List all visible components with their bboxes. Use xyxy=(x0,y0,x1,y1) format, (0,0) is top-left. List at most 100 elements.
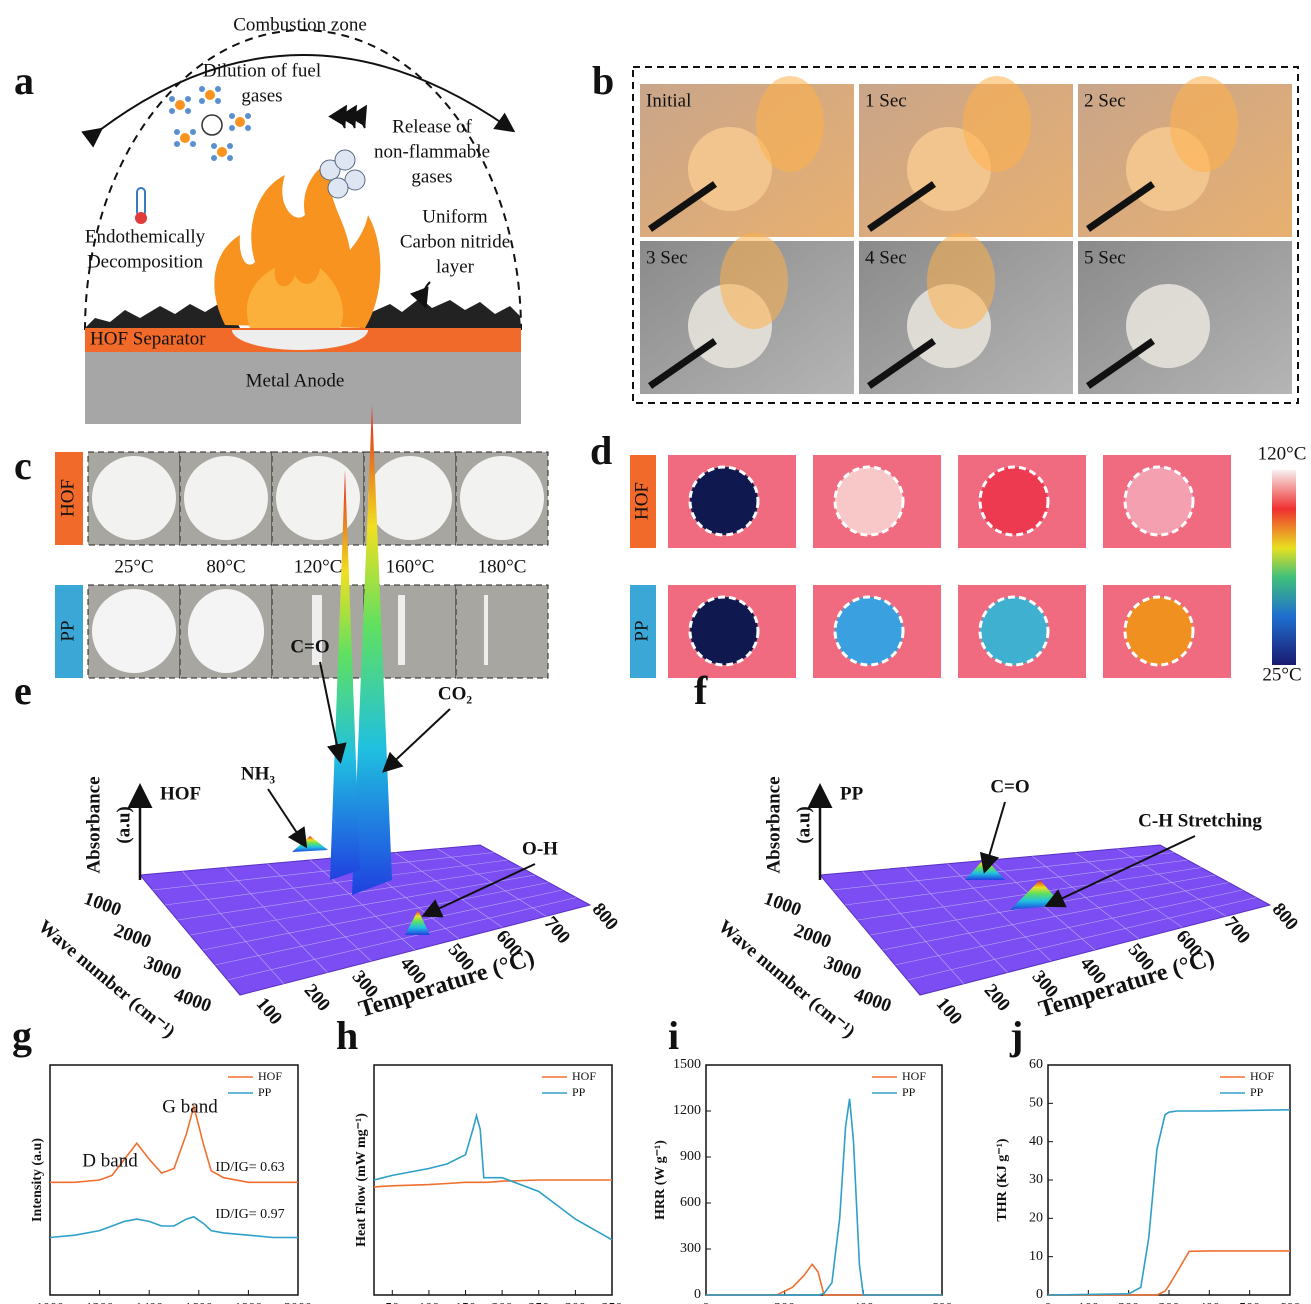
annotation: D band xyxy=(82,1150,138,1171)
y-tick-label: 600 xyxy=(680,1195,701,1210)
y-tick-label: 30 xyxy=(1029,1172,1043,1187)
y-axis-label: Heat Flow (mW mg⁻¹) xyxy=(354,1113,369,1247)
peak-label: C=O xyxy=(990,776,1029,797)
atom xyxy=(245,113,251,119)
label: layer xyxy=(436,256,475,277)
y-axis-label: HRR (W g⁻¹) xyxy=(653,1140,668,1220)
atom xyxy=(227,155,233,161)
frame-label: 3 Sec xyxy=(646,247,688,268)
tick-label: 200 xyxy=(300,980,334,1015)
row-label: HOF xyxy=(57,479,78,517)
thermal-disc xyxy=(980,597,1048,665)
thermal-disc xyxy=(1125,597,1193,665)
hof-disc xyxy=(276,456,360,540)
y-tick-label: 20 xyxy=(1029,1211,1043,1226)
atom xyxy=(185,96,191,102)
hof-disc xyxy=(92,456,176,540)
axis-label: Wave number (cm⁻¹) xyxy=(714,916,859,1042)
tick-label: 800 xyxy=(588,899,622,934)
frame-label: 1 Sec xyxy=(865,90,907,111)
atom xyxy=(169,108,175,114)
legend-label: HOF xyxy=(572,1069,596,1083)
plot-frame xyxy=(1048,1065,1290,1295)
label: Uniform xyxy=(422,206,488,227)
panel-letter: c xyxy=(14,443,32,488)
atom xyxy=(227,143,233,149)
flame-glow xyxy=(1170,76,1238,172)
thermo-bulb xyxy=(135,212,147,224)
tick-label: 700 xyxy=(540,913,574,948)
peak-label: NH₃ xyxy=(241,763,276,784)
frame-label: Initial xyxy=(646,90,691,111)
molecule xyxy=(235,117,245,127)
plot-frame xyxy=(706,1065,942,1295)
anode-label: Metal Anode xyxy=(246,370,345,391)
atom xyxy=(199,86,205,92)
tick-label: 200 xyxy=(980,980,1014,1015)
atom xyxy=(229,113,235,119)
peak-label: C-H Stretching xyxy=(1138,810,1262,831)
series-line xyxy=(1048,1251,1290,1295)
molecule xyxy=(175,100,185,110)
atom xyxy=(169,96,175,102)
tick-label: 3000 xyxy=(141,952,184,985)
annotation: G band xyxy=(162,1096,218,1117)
sample-disc xyxy=(1126,284,1210,368)
thermal-disc xyxy=(1125,467,1193,535)
label: non-flammable xyxy=(374,141,490,162)
label: Release of xyxy=(392,116,472,137)
atom xyxy=(211,155,217,161)
legend-label: PP xyxy=(1250,1085,1264,1099)
zone-label: Combustion zone xyxy=(233,14,367,35)
y-tick-label: 1500 xyxy=(673,1057,701,1072)
row-label: PP xyxy=(631,620,652,641)
frame-label: 4 Sec xyxy=(865,247,907,268)
y-tick-label: 10 xyxy=(1029,1249,1043,1264)
atom xyxy=(245,125,251,131)
temperature: 25°C xyxy=(114,556,153,577)
temperature: 80°C xyxy=(206,556,245,577)
panel-letter: h xyxy=(336,1013,358,1058)
figure: aCombustion zoneDilution of fuelgasesRel… xyxy=(0,0,1311,1304)
panel-letter: a xyxy=(14,58,34,103)
tick-label: 100 xyxy=(932,994,966,1029)
temperature: 160°C xyxy=(386,556,435,577)
colorbar-min: 25°C xyxy=(1262,664,1301,685)
panel-letter: e xyxy=(14,668,32,713)
label: Carbon nitride xyxy=(400,231,510,252)
legend-label: HOF xyxy=(258,1069,282,1083)
frame-label: 5 Sec xyxy=(1084,247,1126,268)
flame-glow xyxy=(927,233,995,329)
tick-label: 2000 xyxy=(791,920,834,953)
flame-glow xyxy=(963,76,1031,172)
flame-glow xyxy=(756,76,824,172)
annotation: ID/IG= 0.63 xyxy=(215,1160,284,1175)
gas-arrow xyxy=(352,108,355,128)
thermal-disc xyxy=(835,597,903,665)
colorbar xyxy=(1272,470,1296,665)
legend-label: PP xyxy=(572,1085,586,1099)
y-tick-label: 0 xyxy=(694,1287,701,1302)
series-line xyxy=(1048,1110,1290,1295)
y-tick-label: 300 xyxy=(680,1241,701,1256)
peak-label: C=O xyxy=(290,636,329,657)
frame-label: 2 Sec xyxy=(1084,90,1126,111)
panel-letter: i xyxy=(668,1013,679,1058)
hof-disc xyxy=(460,456,544,540)
label: Endothemically xyxy=(85,226,206,247)
panel-letter: j xyxy=(1009,1013,1023,1058)
sample-photo xyxy=(456,585,548,678)
separator-label: HOF Separator xyxy=(90,328,206,349)
panel-letter: d xyxy=(590,428,612,473)
hof-disc xyxy=(368,456,452,540)
y-tick-label: 50 xyxy=(1029,1096,1043,1111)
atom xyxy=(215,86,221,92)
y-axis-label: THR (KJ g⁻¹) xyxy=(995,1138,1010,1221)
panel-letter: g xyxy=(12,1013,32,1058)
axis-label: Wave number (cm⁻¹) xyxy=(34,916,179,1042)
arrow xyxy=(268,789,305,845)
atom xyxy=(211,143,217,149)
arrow xyxy=(385,709,450,770)
row-label: HOF xyxy=(631,482,652,520)
series-line xyxy=(374,1180,612,1187)
